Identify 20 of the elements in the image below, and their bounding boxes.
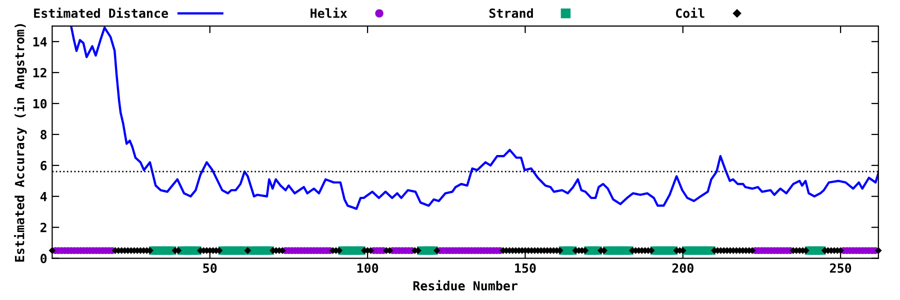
- x-tick-label: 250: [830, 263, 852, 273]
- y-tick-label: 6: [40, 160, 47, 170]
- y-tick-label: 14: [33, 37, 47, 46]
- legend-label: Coil: [676, 8, 704, 18]
- y-tick-label: 8: [40, 130, 47, 140]
- y-tick-label: 2: [40, 222, 46, 232]
- x-tick-label: 150: [515, 263, 536, 273]
- y-tick-label: 4: [40, 192, 47, 202]
- legend-label: Strand: [489, 8, 533, 18]
- y-axis-title: Estimated Accuracy (in Angstrom): [14, 24, 27, 262]
- x-axis-title: Residue Number: [413, 280, 518, 290]
- x-tick-label: 50: [203, 263, 217, 273]
- y-tick-label: 12: [33, 68, 46, 78]
- y-tick-label: 10: [33, 98, 47, 108]
- line-series: [70, 26, 878, 210]
- y-tick-label: 0: [40, 254, 47, 264]
- x-tick-label: 200: [672, 263, 694, 273]
- legend-label: Helix: [310, 8, 348, 18]
- x-tick-label: 100: [357, 263, 378, 273]
- legend-label: Estimated Distance: [34, 8, 168, 18]
